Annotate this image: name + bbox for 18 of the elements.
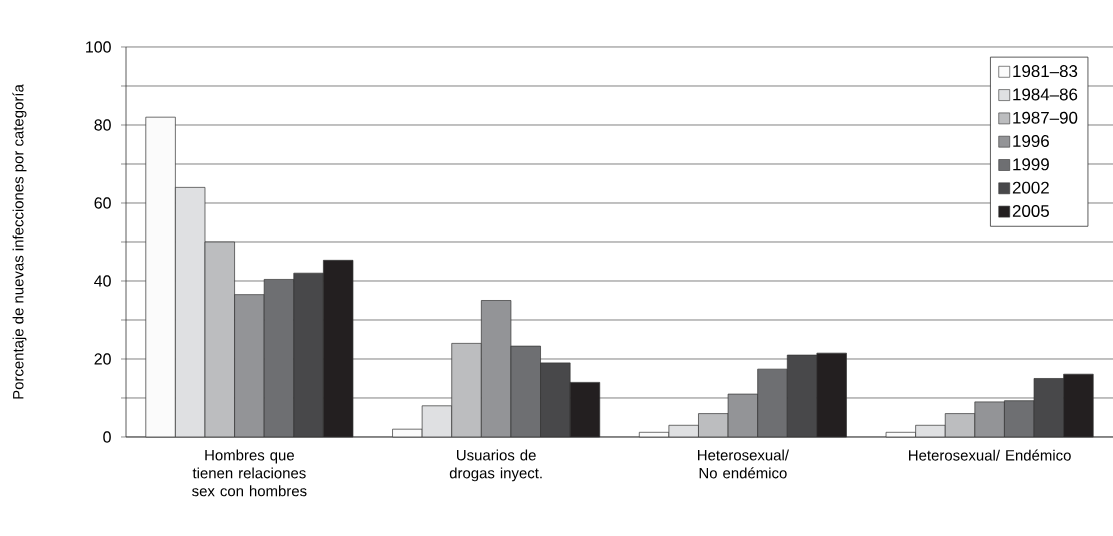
y-tick-label: 20 xyxy=(94,353,111,365)
y-tick-label: 60 xyxy=(94,197,111,209)
legend-label: 2002 xyxy=(1012,181,1049,194)
legend-label: 1996 xyxy=(1013,135,1049,148)
y-tick-label: 100 xyxy=(86,41,111,53)
x-tick-label: Heterosexual/ No endémico xyxy=(698,449,789,479)
legend-label: 1981–83 xyxy=(1013,65,1078,78)
y-axis-title: Porcentaje de nuevas infecciones por categoría xyxy=(12,84,27,399)
y-tick-label: 0 xyxy=(103,431,111,443)
legend-label: 1999 xyxy=(1013,158,1049,171)
x-tick-label: Heterosexual/ Endémico xyxy=(909,449,1071,461)
y-tick-label: 40 xyxy=(94,275,111,287)
y-tick-label: 80 xyxy=(94,119,111,131)
legend-label: 1984–86 xyxy=(1013,88,1078,101)
legend-label: 2005 xyxy=(1012,204,1049,217)
x-tick-label: Hombres que tienen relaciones sex con hombres xyxy=(192,449,307,497)
x-tick-label: Usuarios de drogas inyect. xyxy=(449,449,542,482)
legend-label: 1987–90 xyxy=(1013,111,1078,124)
